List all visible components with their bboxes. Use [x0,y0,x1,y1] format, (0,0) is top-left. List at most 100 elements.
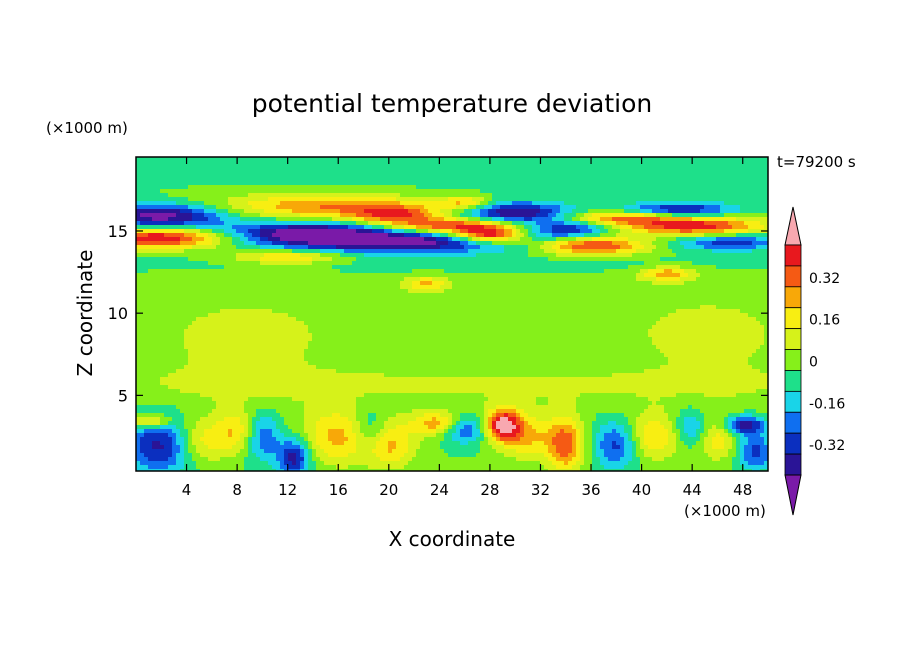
field-cell [288,237,293,242]
field-cell [600,157,605,162]
field-cell [584,257,589,262]
field-cell [260,193,265,198]
field-cell [612,173,617,178]
field-cell [664,205,669,210]
field-cell [392,273,397,278]
field-cell [408,277,413,282]
field-cell [372,165,377,170]
field-cell [232,205,237,210]
field-cell [192,177,197,182]
field-cell [600,225,605,230]
field-cell [244,157,249,162]
field-cell [156,221,161,226]
field-cell [352,241,357,246]
field-cell [548,209,553,214]
field-cell [236,241,241,246]
field-cell [208,241,213,246]
field-cell [456,213,461,218]
field-cell [256,205,261,210]
field-cell [412,245,417,250]
field-cell [176,177,181,182]
field-cell [680,173,685,178]
field-cell [716,253,721,258]
field-cell [496,221,501,226]
field-cell [248,205,253,210]
field-cell [552,217,557,222]
field-cell [724,221,729,226]
field-cell [172,169,177,174]
field-cell [500,181,505,186]
field-cell [640,213,645,218]
field-cell [508,237,513,242]
field-cell [424,221,429,226]
field-cell [436,257,441,262]
field-cell [208,213,213,218]
field-cell [516,217,521,222]
field-cell [672,177,677,182]
field-cell [224,277,229,282]
field-cell [500,233,505,238]
field-cell [684,237,689,242]
field-cell [352,261,357,266]
field-cell [560,273,565,278]
field-cell [432,265,437,270]
field-cell [568,221,573,226]
field-cell [260,209,265,214]
field-cell [704,261,709,266]
field-cell [744,165,749,170]
field-cell [536,249,541,254]
field-cell [760,233,765,238]
field-cell [156,197,161,202]
field-cell [664,265,669,270]
field-cell [300,185,305,190]
field-cell [648,233,653,238]
field-cell [568,197,573,202]
field-cell [452,273,457,278]
field-cell [552,261,557,266]
field-cell [716,185,721,190]
field-cell [588,257,593,262]
field-cell [764,197,769,202]
field-cell [316,229,321,234]
field-cell [704,165,709,170]
field-cell [340,225,345,230]
field-cell [220,213,225,218]
field-cell [288,233,293,238]
field-cell [556,177,561,182]
field-cell [524,245,529,250]
field-cell [720,233,725,238]
field-cell [472,177,477,182]
field-cell [628,241,633,246]
field-cell [400,249,405,254]
field-cell [284,269,289,274]
field-cell [628,217,633,222]
field-cell [208,225,213,230]
field-cell [600,209,605,214]
field-cell [408,165,413,170]
field-cell [144,161,149,166]
field-cell [436,281,441,286]
field-cell [252,205,257,210]
field-cell [180,177,185,182]
field-cell [204,225,209,230]
field-cell [256,165,261,170]
field-cell [504,181,509,186]
field-cell [500,165,505,170]
field-cell [432,241,437,246]
field-cell [328,185,333,190]
field-cell [196,157,201,162]
field-cell [616,233,621,238]
field-cell [188,157,193,162]
field-cell [256,221,261,226]
field-cell [632,233,637,238]
field-cell [192,213,197,218]
field-cell [272,233,277,238]
field-cell [212,269,217,274]
field-cell [456,253,461,258]
field-cell [452,225,457,230]
field-cell [736,253,741,258]
field-cell [588,217,593,222]
field-cell [336,217,341,222]
field-cell [680,265,685,270]
field-cell [656,173,661,178]
